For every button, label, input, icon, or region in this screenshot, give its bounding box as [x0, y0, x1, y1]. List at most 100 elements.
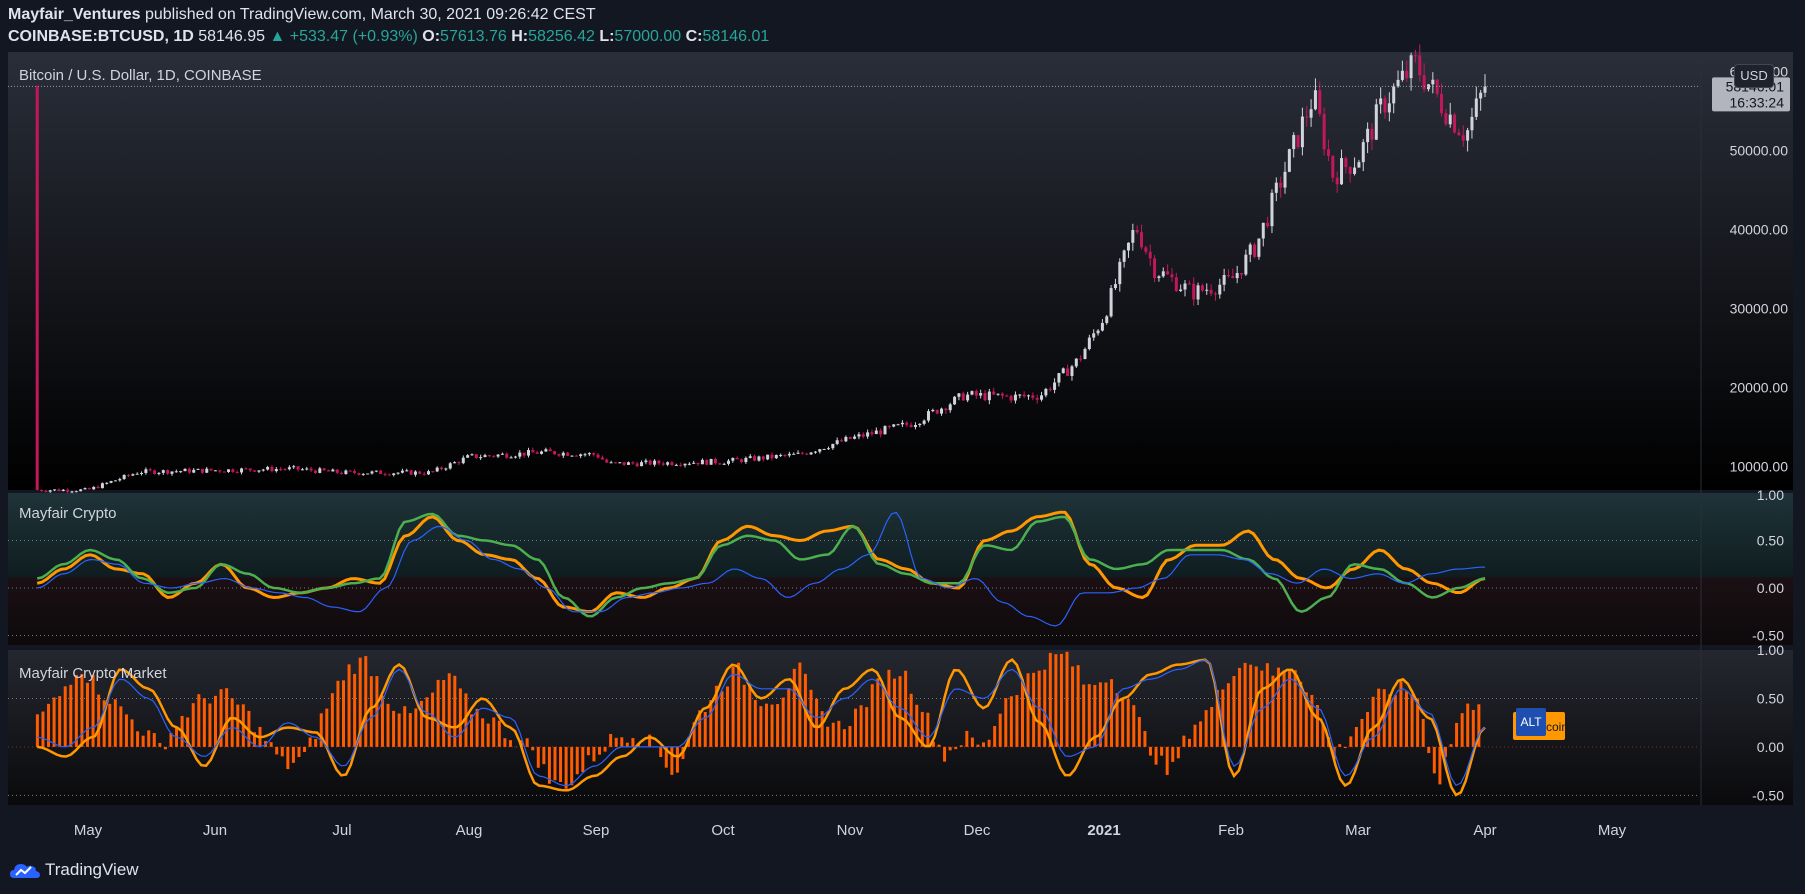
candle-body	[722, 463, 726, 465]
histogram-bar	[764, 703, 768, 747]
histogram-bar	[1048, 652, 1052, 747]
candle-body	[48, 490, 52, 492]
candle-body	[1248, 244, 1252, 255]
candle-body	[1083, 349, 1087, 360]
candle-body	[1113, 284, 1117, 289]
candle-body	[535, 452, 539, 454]
candle-body	[374, 470, 378, 472]
histogram-bar	[252, 732, 256, 747]
histogram-bar	[937, 744, 941, 747]
candle-body	[857, 434, 861, 437]
histogram-bar	[792, 668, 796, 747]
candle-body	[1179, 289, 1183, 292]
candle-body	[574, 455, 578, 457]
candle-body	[566, 452, 570, 456]
candle-body	[840, 440, 844, 442]
candle-body	[1044, 388, 1048, 396]
candle-body	[1153, 258, 1157, 279]
candle-body	[761, 456, 765, 460]
candle-body	[1296, 135, 1300, 148]
histogram-bar	[1148, 746, 1152, 756]
histogram-bar	[575, 746, 579, 775]
candle-body	[1100, 322, 1104, 331]
candle-body	[200, 468, 204, 473]
histogram-bar	[1226, 683, 1230, 747]
orange-market-line	[37, 658, 1486, 797]
candle-body	[1457, 132, 1461, 136]
histogram-bar	[386, 703, 390, 747]
author-name[interactable]: Mayfair_Ventures	[8, 6, 141, 23]
candle-body	[757, 456, 761, 461]
price-tick-label: 10000.00	[1730, 458, 1789, 474]
candle-body	[644, 460, 648, 463]
histogram-bar	[815, 698, 819, 747]
histogram-bar	[1388, 694, 1392, 747]
symbol-name: COINBASE:BTCUSD, 1D	[8, 28, 194, 45]
month-tick-label: Sep	[583, 822, 610, 839]
candle-body	[783, 454, 787, 456]
candle-body	[492, 455, 496, 457]
histogram-bar	[85, 682, 89, 747]
candle-body	[479, 457, 483, 459]
candle-body	[796, 452, 800, 454]
histogram-bar	[475, 708, 479, 747]
histogram-bar	[69, 684, 73, 747]
histogram-bar	[341, 680, 345, 747]
candle-body	[1435, 79, 1439, 94]
candle-body	[740, 459, 744, 463]
candle-body	[1200, 285, 1204, 291]
candle-body	[218, 470, 222, 472]
candle-body	[500, 453, 504, 455]
candle-body	[148, 469, 152, 471]
histogram-bar	[1238, 667, 1242, 747]
histogram-bar	[837, 720, 841, 747]
candle-body	[300, 469, 304, 471]
histogram	[35, 651, 1481, 789]
tradingview-cloud-icon	[10, 864, 40, 878]
histogram-bar	[397, 713, 401, 747]
candle-body	[1174, 277, 1178, 292]
month-tick-label: Jul	[332, 822, 351, 839]
candle-body	[1392, 86, 1396, 104]
candle-body	[205, 468, 209, 473]
candle-body	[487, 455, 491, 457]
candle-body	[1218, 284, 1222, 295]
candle-body	[1353, 167, 1357, 174]
histogram-bar	[753, 699, 757, 747]
histogram-bar	[748, 685, 752, 747]
price-tick-label: 20000.00	[1730, 379, 1789, 395]
histogram-bar	[336, 680, 340, 747]
candle-body	[613, 462, 617, 464]
high-label: H:	[511, 28, 529, 45]
currency-button[interactable]: USD	[1734, 64, 1774, 88]
histogram-bar	[136, 731, 140, 747]
histogram-bar	[41, 711, 45, 747]
histogram-bar	[1037, 670, 1041, 747]
candle-body	[540, 451, 544, 454]
histogram-bar	[419, 700, 423, 747]
candle-body	[774, 455, 778, 459]
candle-body	[809, 452, 813, 455]
histogram-bar	[442, 680, 446, 747]
open-label: O:	[422, 28, 441, 45]
candle-body	[331, 469, 335, 472]
histogram-bar	[536, 746, 540, 768]
histogram-bar	[1410, 694, 1414, 747]
tradingview-logo[interactable]: TradingView	[10, 860, 139, 880]
candle-body	[953, 396, 957, 405]
histogram-bar	[308, 737, 312, 747]
candle-body	[1105, 316, 1109, 323]
candle-body	[1005, 395, 1009, 397]
candle-body	[744, 457, 748, 463]
histogram-bar	[1154, 746, 1158, 765]
candle-body	[844, 436, 848, 442]
candle-body	[848, 436, 852, 439]
histogram-bar	[1215, 689, 1219, 747]
histogram-bar	[625, 742, 629, 747]
candle-body	[1096, 330, 1100, 334]
candle-body	[800, 452, 804, 454]
candle-body	[379, 470, 383, 475]
histogram-bar	[286, 746, 290, 770]
candle-body	[1022, 394, 1026, 397]
